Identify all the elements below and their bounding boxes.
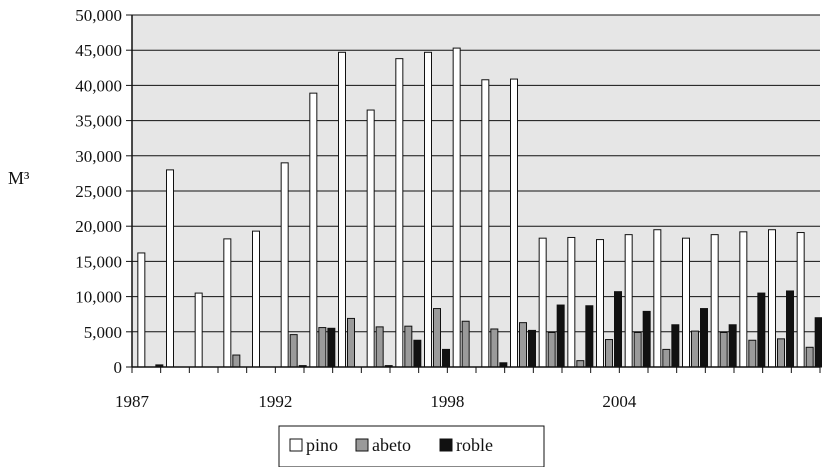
bar-roble-2009 (786, 290, 794, 368)
y-tick-label: 20,000 (75, 217, 122, 236)
bar-roble-1997 (442, 348, 450, 368)
y-tick-labels: 0 5,000 10,000 15,000 20,000 25,000 30,000 35,0… (75, 6, 122, 377)
legend-swatch-pino (289, 438, 303, 452)
bar-pino-2002 (567, 236, 576, 368)
bar-pino-1993 (309, 92, 318, 368)
x-tick-label: 1998 (430, 392, 464, 411)
bar-abeto-1995 (375, 326, 384, 368)
bar-abeto-1990 (232, 354, 241, 368)
bar-abeto-1999 (490, 328, 499, 368)
bar-abeto-2008 (748, 339, 757, 368)
bar-pino-1999 (481, 79, 490, 368)
bar-roble-2010 (814, 317, 822, 368)
bar-pino-1998 (452, 47, 461, 368)
bar-roble-2007 (728, 324, 737, 368)
bar-abeto-2004 (633, 332, 642, 368)
gridlines (132, 14, 820, 333)
bar-abeto-1992 (289, 334, 298, 368)
y-tick-label: 40,000 (75, 76, 122, 95)
bar-roble-2005 (671, 324, 680, 368)
bar-pino-1995 (366, 109, 375, 368)
bar-pino-1996 (395, 58, 404, 368)
axes (126, 14, 821, 373)
bar-abeto-2005 (662, 348, 671, 368)
bar-pino-2008 (739, 231, 748, 368)
bar-roble-2003 (614, 291, 622, 368)
bar-pino-2006 (682, 237, 690, 368)
bar-roble-1996 (413, 339, 422, 368)
bar-abeto-2001 (547, 332, 556, 368)
bar-pino-2004 (624, 234, 633, 368)
bar-abeto-2009 (777, 338, 785, 368)
bar-pino-1989 (194, 292, 203, 368)
bar-abeto-1997 (433, 308, 441, 368)
y-tick-label: 30,000 (75, 147, 122, 166)
y-tick-label: 10,000 (75, 288, 122, 307)
bar-roble-2001 (556, 304, 565, 368)
legend-label-roble: roble (456, 435, 493, 455)
legend-swatch-abeto (355, 438, 369, 452)
x-tick-labels: 1987 1992 1998 2004 (115, 392, 637, 411)
bar-abeto-2010 (805, 346, 814, 368)
bar-pino-1994 (338, 51, 346, 368)
x-tick-label: 2004 (602, 392, 637, 411)
legend-swatch-roble (439, 438, 453, 452)
bar-pino-1992 (280, 162, 289, 368)
x-tick-label: 1992 (258, 392, 292, 411)
y-axis-label: M³ (8, 168, 30, 188)
y-tick-label: 35,000 (75, 112, 122, 131)
bar-pino-2001 (538, 237, 547, 368)
bar-abeto-2002 (576, 360, 585, 368)
x-tick-label: 1987 (115, 392, 150, 411)
bar-abeto-2000 (519, 322, 527, 368)
bar-pino-2000 (510, 78, 518, 368)
bar-pino-1997 (424, 51, 432, 368)
y-tick-label: 45,000 (75, 41, 122, 60)
bar-pino-2007 (710, 234, 719, 368)
bar-roble-2002 (585, 305, 594, 368)
bar-abeto-2003 (605, 339, 613, 368)
bar-abeto-1996 (404, 325, 413, 368)
bar-roble-2004 (642, 310, 651, 368)
bar-pino-1990 (223, 238, 232, 368)
bar-roble-1993 (327, 327, 336, 368)
bar-pino-2003 (596, 239, 604, 368)
bar-pino-2005 (653, 229, 662, 368)
bar-pino-1991 (252, 230, 260, 368)
y-tick-label: 50,000 (75, 6, 122, 25)
y-tick-label: 0 (114, 358, 123, 377)
bar-roble-2008 (757, 292, 766, 368)
y-tick-label: 25,000 (75, 182, 122, 201)
bar-abeto-2006 (691, 330, 699, 368)
y-tick-label: 5,000 (84, 323, 122, 342)
bar-pino-2010 (796, 232, 805, 368)
legend-box (278, 425, 545, 467)
bar-abeto-1994 (347, 317, 355, 368)
legend-label-pino: pino (306, 435, 338, 455)
bar-pino-1987 (137, 252, 146, 368)
bar-abeto-1998 (461, 320, 470, 368)
bar-pino-2009 (768, 229, 776, 368)
y-tick-label: 15,000 (75, 252, 122, 271)
legend: pino abeto roble (278, 425, 545, 467)
bar-abeto-2007 (719, 332, 728, 368)
legend-label-abeto: abeto (372, 435, 411, 455)
bar-roble-2006 (700, 308, 708, 368)
bars (137, 47, 822, 368)
bar-abeto-1993 (318, 327, 327, 368)
bar-roble-2000 (528, 329, 536, 368)
bar-pino-1988 (166, 169, 174, 368)
